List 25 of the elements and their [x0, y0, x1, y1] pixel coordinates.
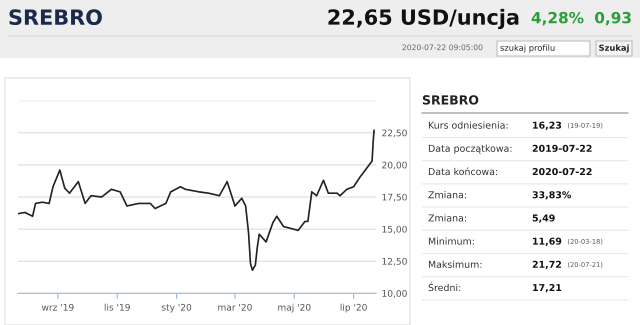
y-tick-label: 12,50 — [382, 258, 407, 266]
line-series — [18, 129, 375, 272]
y-tick-label: 20,00 — [382, 162, 407, 170]
x-tick-label: maj '20 — [278, 304, 311, 312]
text: 4,28% — [532, 12, 584, 26]
text: SREBRO — [422, 95, 478, 105]
text: 0,93 — [595, 12, 631, 26]
text: Szukaj — [599, 44, 629, 53]
y-tick-label: 17,50 — [382, 194, 407, 202]
text: 22,65 USD/uncja — [328, 8, 518, 30]
text: szukaj profilu — [500, 44, 554, 53]
text: Data początkowa: 2019-07-22 — [428, 144, 592, 154]
text: Zmiana: 33,83% — [428, 191, 572, 200]
text: Średni: 17,21 — [428, 282, 562, 292]
y-tick-label: 22,50 — [382, 130, 407, 138]
x-tick-label: lip '20 — [340, 304, 367, 312]
text: Zmiana: 5,49 — [428, 214, 555, 223]
y-tick-label: 10,00 — [382, 290, 407, 298]
y-tick-label: 15,00 — [382, 226, 407, 234]
text: Data końcowa: 2020-07-22 — [428, 167, 592, 176]
x-tick-label: sty '20 — [162, 304, 192, 312]
text: SREBRO — [9, 9, 102, 26]
x-tick-label: mar '20 — [218, 304, 252, 311]
x-tick-label: wrz '19 — [42, 304, 74, 311]
x-tick-label: lis '19 — [104, 304, 130, 311]
